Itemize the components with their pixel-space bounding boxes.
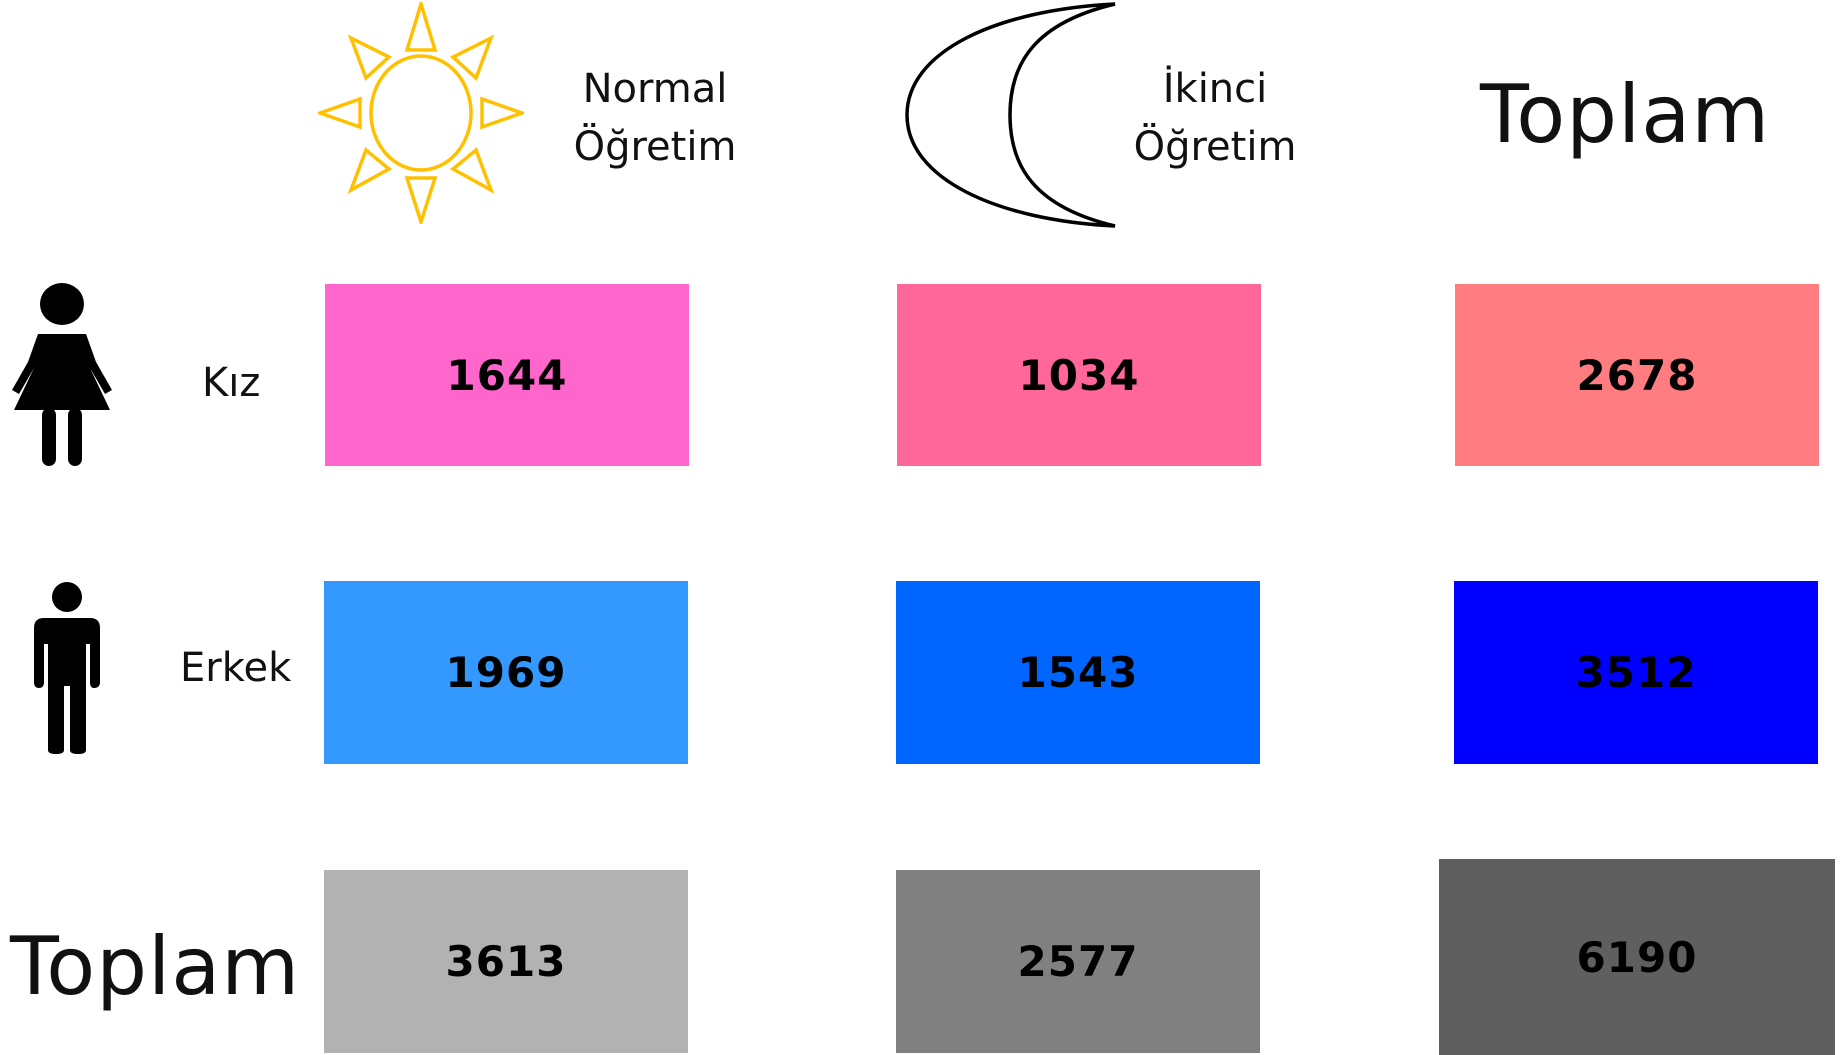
crescent-moon-icon (905, 2, 1116, 228)
column-header-ikinci-line2: Öğretim (1133, 124, 1297, 170)
cell-erkek-normal: 1969 (324, 581, 688, 764)
row-label-kiz: Kız (202, 360, 261, 406)
cell-kiz-ikinci: 1034 (897, 284, 1261, 466)
cell-kiz-toplam: 2678 (1455, 284, 1819, 466)
column-header-normal-line2: Öğretim (573, 124, 737, 170)
sun-icon (318, 2, 524, 224)
cell-toplam-ikinci: 2577 (896, 870, 1260, 1053)
column-header-ikinci: İkinci Öğretim (1120, 60, 1310, 176)
cell-erkek-ikinci: 1543 (896, 581, 1260, 764)
female-person-icon (12, 283, 112, 466)
column-header-normal: Normal Öğretim (560, 60, 750, 176)
cell-toplam-normal: 3613 (324, 870, 688, 1053)
cell-toplam-toplam: 6190 (1439, 859, 1835, 1055)
column-header-normal-line1: Normal (582, 66, 728, 112)
row-label-toplam: Toplam (10, 920, 301, 1013)
column-header-ikinci-line1: İkinci (1162, 66, 1268, 112)
cell-kiz-normal: 1644 (325, 284, 689, 466)
row-label-erkek: Erkek (180, 645, 292, 691)
male-person-icon (34, 582, 100, 754)
cell-erkek-toplam: 3512 (1454, 581, 1818, 764)
column-header-toplam: Toplam (1480, 68, 1771, 161)
